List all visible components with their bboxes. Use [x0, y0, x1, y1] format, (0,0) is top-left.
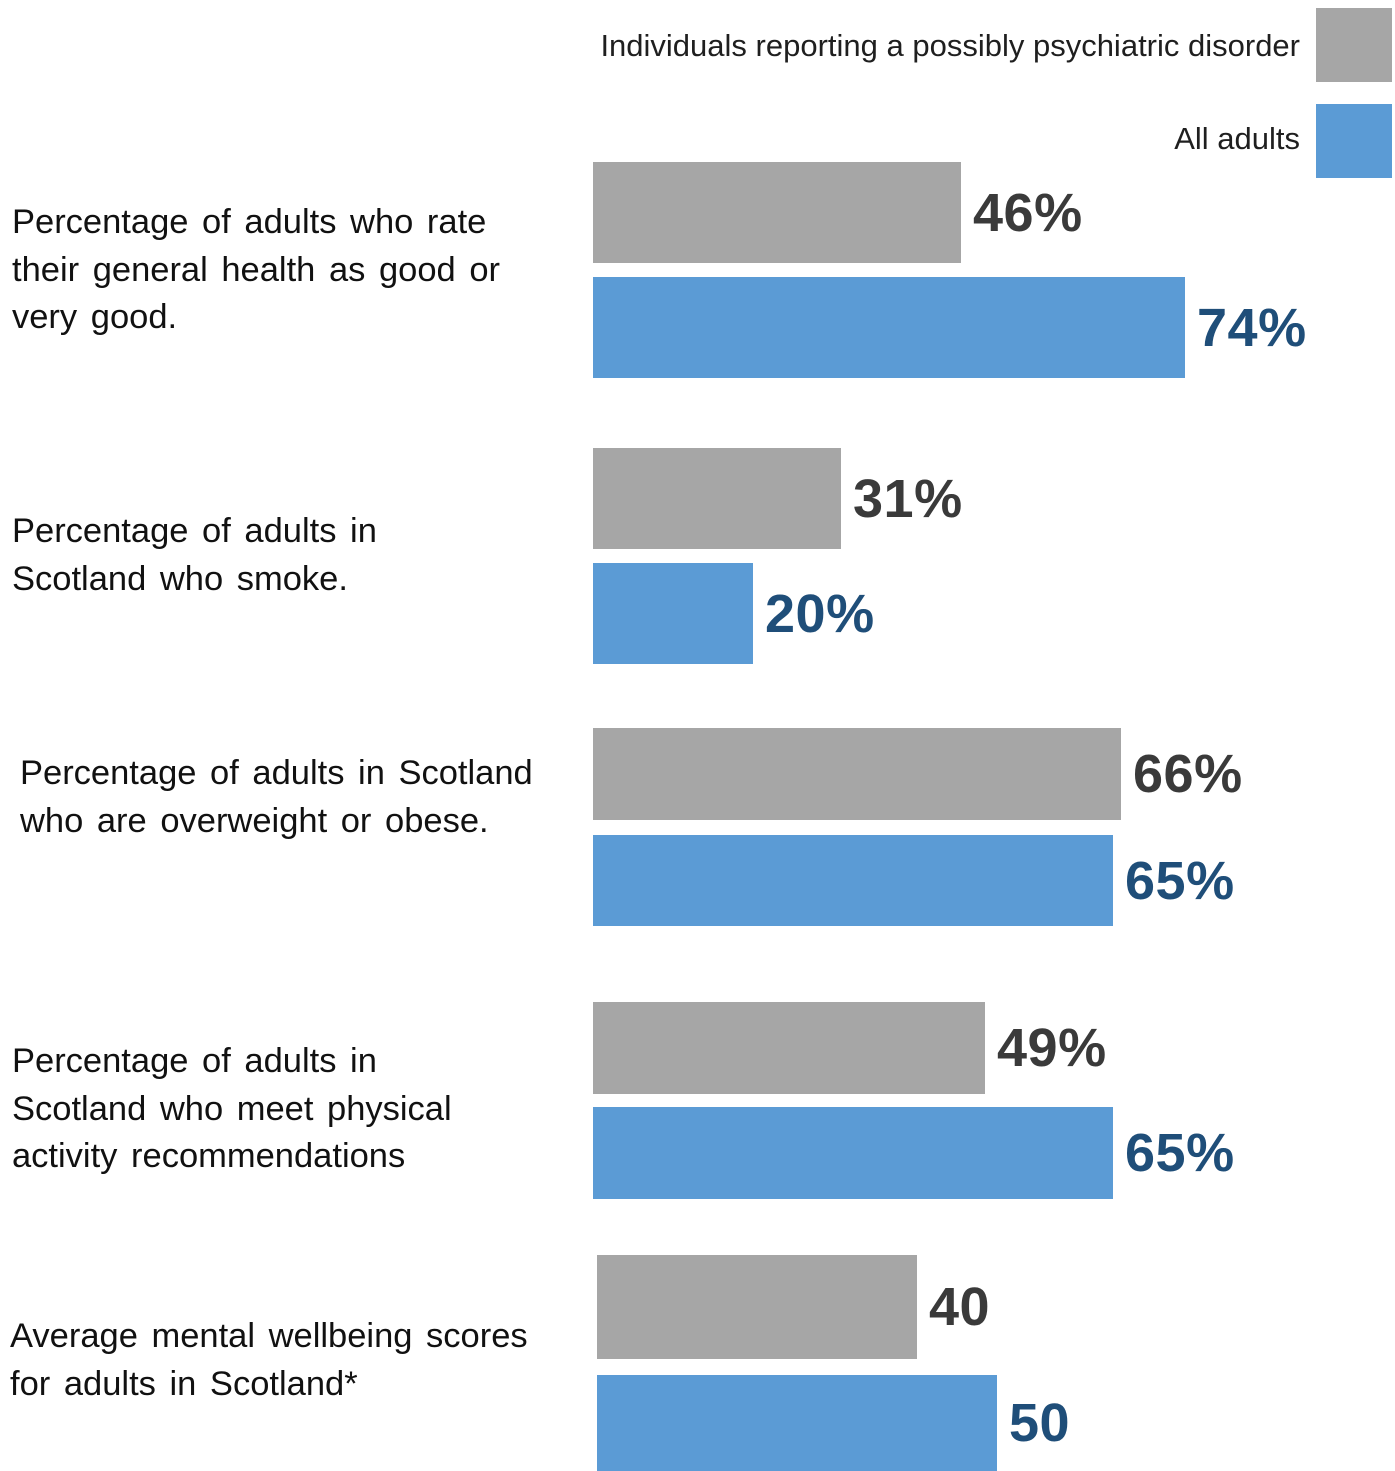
bar-psychiatric-2 [593, 448, 841, 549]
category-label: Percentage of adults in Scotland who mee… [12, 1042, 452, 1175]
legend-swatch-all-adults [1316, 104, 1392, 178]
legend-label-psychiatric: Individuals reporting a possibly psychia… [600, 28, 1300, 63]
category-label: Percentage of adults who rate their gene… [12, 203, 500, 336]
bar-all-adults-4 [593, 1107, 1113, 1199]
value-label-psychiatric-4: 49% [997, 1018, 1107, 1078]
legend-label-all-adults: All adults [1174, 121, 1300, 156]
value-label-all-adults-4: 65% [1125, 1123, 1235, 1183]
value-label-all-adults-2: 20% [765, 583, 875, 644]
category-label: Average mental wellbeing scores for adul… [10, 1317, 528, 1403]
value-label-psychiatric-2: 31% [853, 468, 963, 529]
bar-psychiatric-5 [597, 1255, 917, 1359]
value-label-all-adults-1: 74% [1197, 297, 1307, 358]
value-label-all-adults-3: 65% [1125, 850, 1235, 911]
value-label-psychiatric-1: 46% [973, 182, 1083, 243]
bar-all-adults-1 [593, 277, 1185, 378]
value-label-all-adults-5: 50 [1009, 1393, 1071, 1453]
bar-all-adults-5 [597, 1375, 997, 1471]
value-label-psychiatric-3: 66% [1133, 744, 1243, 804]
bar-psychiatric-3 [593, 728, 1121, 820]
category-label: Percentage of adults in Scotland who are… [20, 754, 533, 840]
bar-psychiatric-4 [593, 1002, 985, 1094]
bar-all-adults-2 [593, 563, 753, 664]
category-label: Percentage of adults in Scotland who smo… [12, 512, 377, 598]
legend-swatch-psychiatric [1316, 8, 1392, 82]
bar-psychiatric-1 [593, 162, 961, 263]
value-label-psychiatric-5: 40 [929, 1277, 991, 1337]
bar-all-adults-3 [593, 835, 1113, 926]
